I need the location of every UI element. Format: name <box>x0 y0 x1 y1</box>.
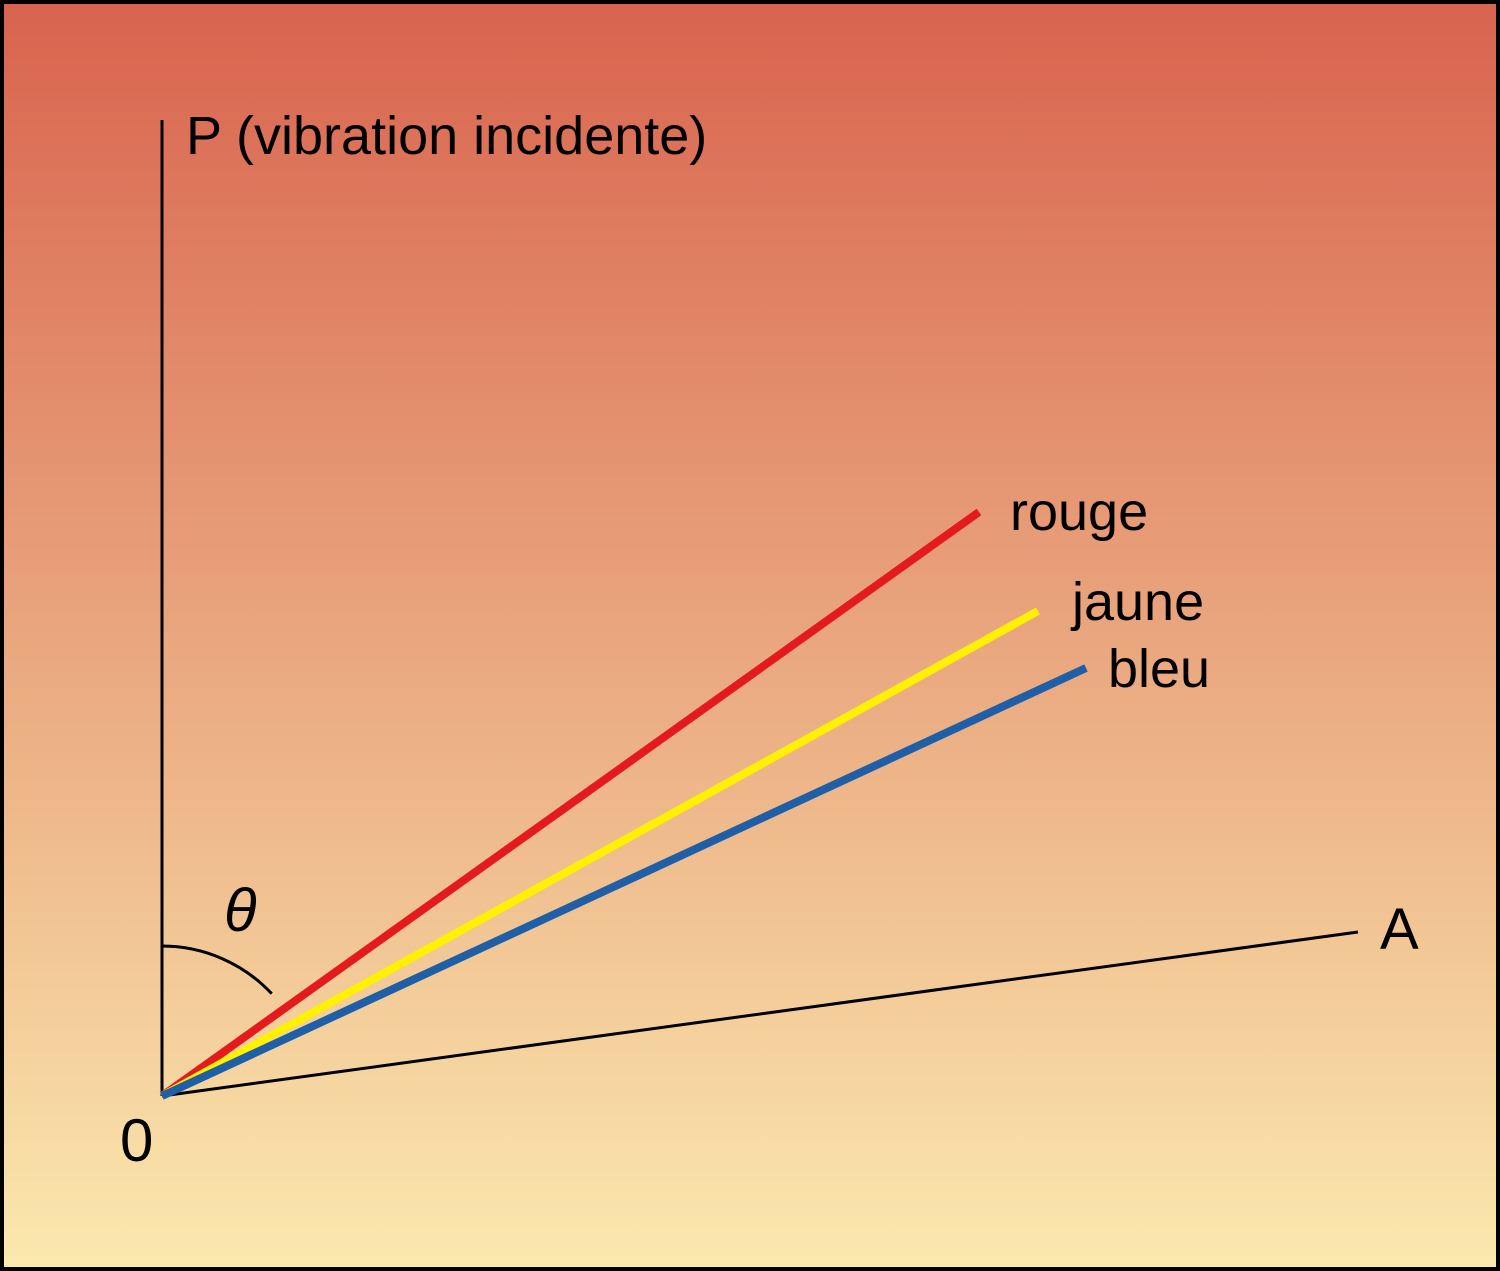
outer-border <box>0 0 1500 1271</box>
